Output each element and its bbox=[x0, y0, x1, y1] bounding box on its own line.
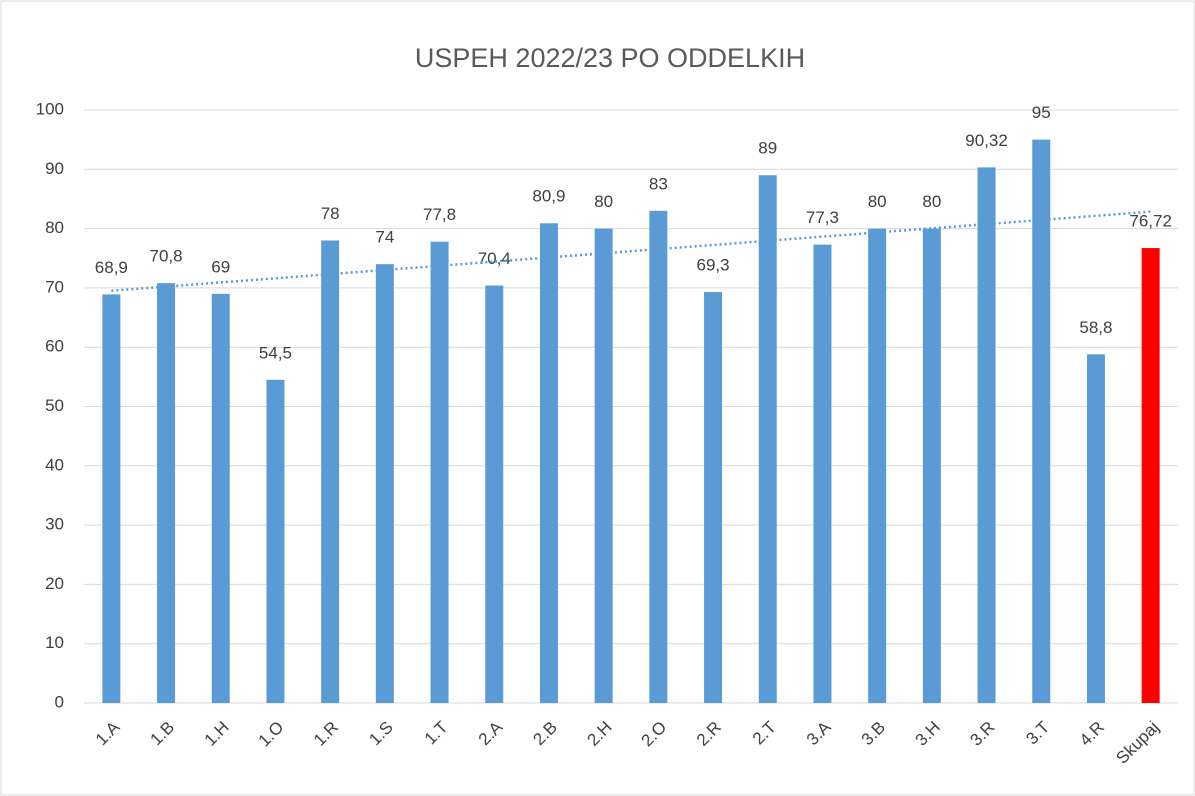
data-label: 77,8 bbox=[423, 205, 456, 224]
bar bbox=[1032, 139, 1051, 703]
bar bbox=[594, 228, 613, 703]
bar bbox=[922, 228, 941, 703]
bar bbox=[1086, 354, 1105, 703]
y-tick-label: 90 bbox=[45, 159, 64, 178]
data-label: 80,9 bbox=[532, 187, 565, 206]
data-label: 90,32 bbox=[965, 131, 1008, 150]
data-label: 95 bbox=[1032, 103, 1051, 122]
data-label: 80 bbox=[868, 192, 887, 211]
y-tick-label: 40 bbox=[45, 455, 64, 474]
y-tick-label: 20 bbox=[45, 574, 64, 593]
data-label: 74 bbox=[375, 228, 394, 247]
chart-title: USPEH 2022/23 PO ODDELKIH bbox=[415, 43, 805, 73]
data-label: 89 bbox=[758, 139, 777, 158]
data-label: 68,9 bbox=[95, 258, 128, 277]
bar bbox=[1141, 248, 1160, 703]
bar bbox=[539, 223, 558, 703]
data-label: 78 bbox=[321, 204, 340, 223]
bar bbox=[485, 285, 504, 703]
data-label: 69 bbox=[211, 257, 230, 276]
data-label: 83 bbox=[649, 174, 668, 193]
data-label: 80 bbox=[922, 192, 941, 211]
y-tick-label: 60 bbox=[45, 337, 64, 356]
bar bbox=[266, 379, 285, 703]
bar bbox=[157, 283, 176, 703]
y-tick-label: 10 bbox=[45, 633, 64, 652]
data-label: 70,8 bbox=[150, 247, 183, 266]
bar bbox=[211, 293, 230, 703]
bar bbox=[868, 228, 887, 703]
data-label: 70,4 bbox=[478, 249, 511, 268]
y-tick-label: 50 bbox=[45, 396, 64, 415]
y-tick-label: 30 bbox=[45, 515, 64, 534]
data-label: 54,5 bbox=[259, 343, 292, 362]
y-tick-label: 0 bbox=[55, 692, 64, 711]
bar bbox=[977, 167, 996, 703]
trendline bbox=[111, 210, 1151, 293]
bar bbox=[430, 241, 449, 703]
bar bbox=[704, 292, 723, 703]
y-tick-label: 70 bbox=[45, 277, 64, 296]
bar bbox=[102, 294, 121, 703]
bar bbox=[758, 175, 777, 704]
data-label: 69,3 bbox=[697, 256, 730, 275]
bar bbox=[649, 210, 668, 703]
bar bbox=[813, 244, 832, 703]
data-label: 76,72 bbox=[1129, 212, 1172, 231]
data-label: 58,8 bbox=[1079, 318, 1112, 337]
y-tick-label: 100 bbox=[36, 99, 64, 118]
bar bbox=[375, 264, 394, 703]
bar bbox=[321, 240, 340, 703]
data-label: 77,3 bbox=[806, 208, 839, 227]
y-tick-label: 80 bbox=[45, 218, 64, 237]
data-label: 80 bbox=[594, 192, 613, 211]
